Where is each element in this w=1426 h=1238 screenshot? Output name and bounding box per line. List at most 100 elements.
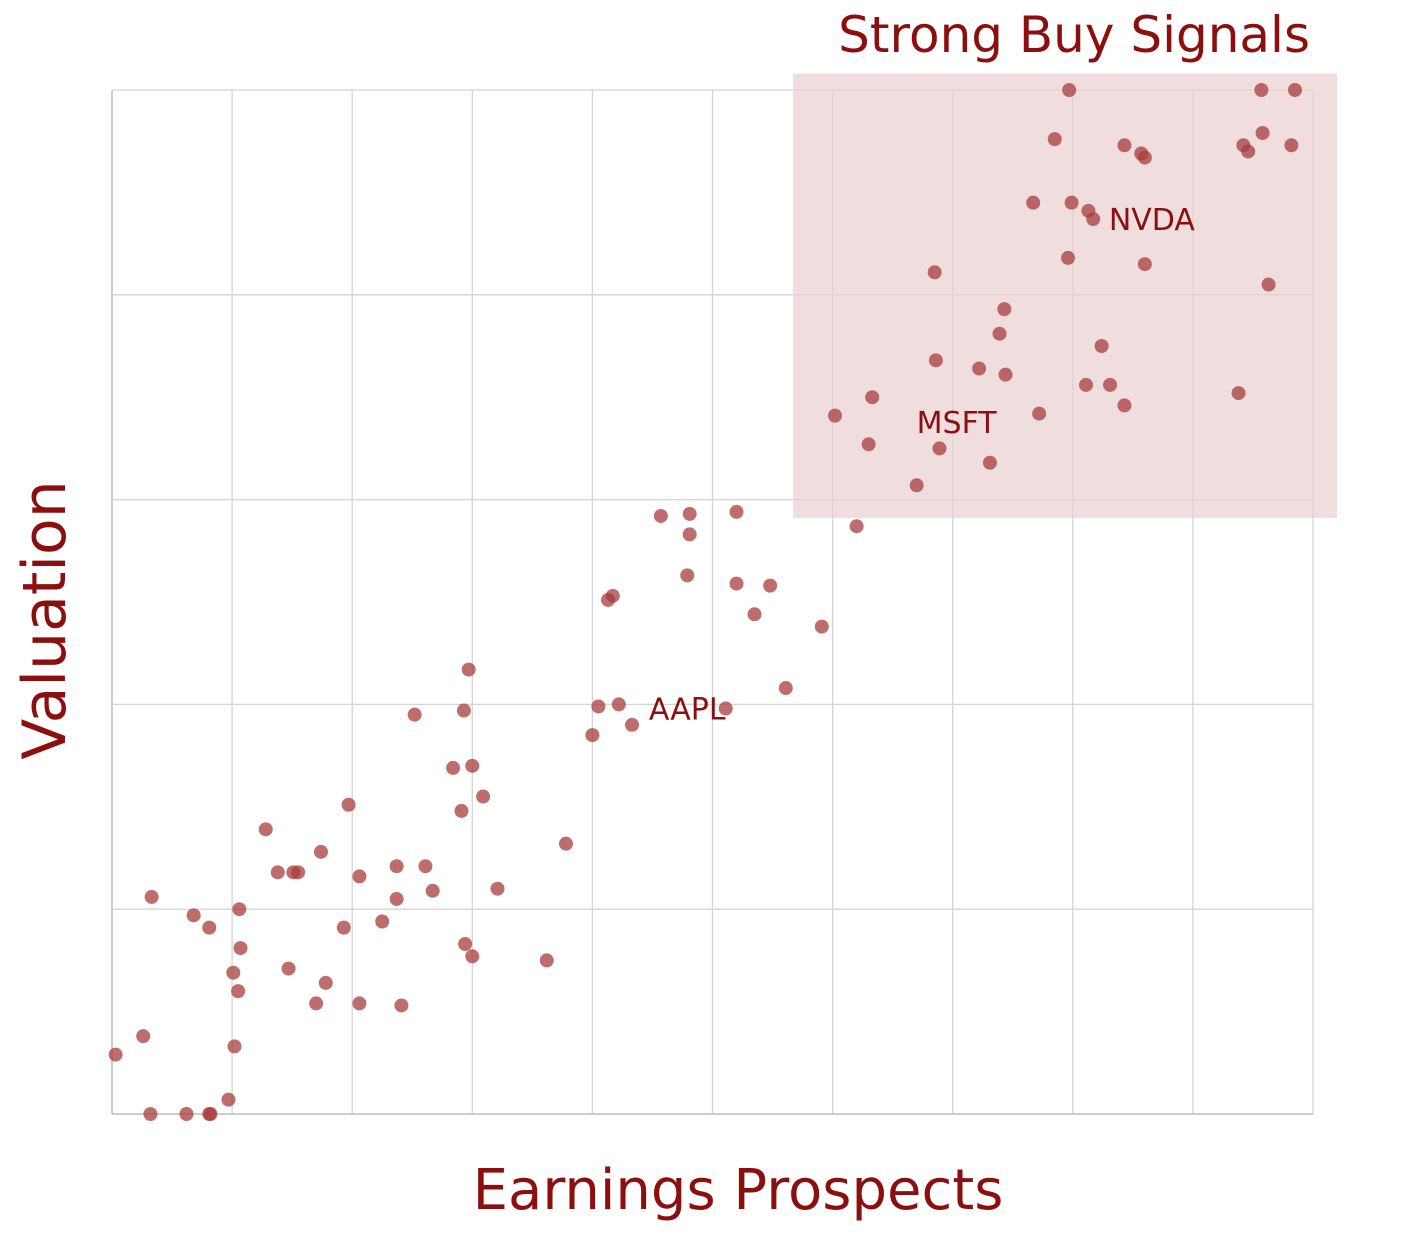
data-point [318,975,333,990]
data-point [747,607,762,622]
data-point [232,902,247,917]
data-point [446,760,461,775]
data-point [865,390,880,405]
data-point [144,889,159,904]
data-point [972,361,987,376]
data-point [1117,398,1132,413]
data-point [258,822,273,837]
annotation-label: MSFT [917,406,998,441]
data-point [1079,377,1094,392]
data-point [425,883,440,898]
data-point [591,699,606,714]
data-point [909,478,924,493]
data-point [1094,339,1109,353]
data-point [179,1107,194,1121]
data-point [928,353,943,368]
data-point [997,302,1012,317]
data-point [1231,386,1246,401]
data-point [456,703,471,718]
data-point [763,578,778,593]
data-point [226,965,241,980]
data-point [729,576,744,591]
data-point [108,1047,123,1062]
data-point [458,937,473,952]
highlight-region-label: Strong Buy Signals [838,6,1310,64]
data-point [680,568,695,583]
data-point [461,662,476,677]
data-point [682,527,697,542]
data-point [1137,150,1152,165]
data-point [1032,406,1047,421]
data-point [1047,132,1062,147]
data-point [389,891,404,906]
data-point [682,506,697,521]
data-point [352,996,367,1011]
data-point [490,881,505,896]
data-point [1255,126,1270,141]
data-point [1284,138,1299,153]
data-point [778,681,793,696]
data-point [1062,83,1077,97]
data-point [375,914,390,929]
data-point [998,367,1013,382]
data-point [476,789,491,804]
data-point [611,697,626,712]
data-point [313,844,328,859]
data-point [932,441,947,456]
data-point [625,717,640,732]
data-point [454,803,469,818]
data-point [203,1107,218,1121]
data-point [653,508,668,523]
y-axis-label: Valuation [10,480,80,760]
data-point [389,859,404,874]
data-point [828,408,843,423]
data-point [982,455,997,470]
data-point [233,941,248,956]
data-point [814,619,829,634]
data-point [1103,377,1118,392]
data-point [1137,257,1152,272]
data-point [291,865,306,880]
data-point [1064,195,1079,210]
data-point [336,920,351,935]
data-point [231,984,246,999]
data-point [418,859,433,874]
data-point [718,701,733,716]
data-point [221,1092,236,1107]
data-point [1086,212,1101,227]
highlight-region [792,73,1338,519]
data-point [352,869,367,884]
data-point [309,996,324,1011]
data-point [270,865,285,880]
data-point [186,908,201,923]
annotation-label: NVDA [1109,203,1196,238]
data-point [539,953,554,968]
annotation-label: AAPL [649,692,726,727]
data-point [1261,277,1276,292]
data-point [927,265,942,280]
data-point [1254,83,1269,97]
data-point [465,758,480,773]
data-point [394,998,409,1013]
data-point [1117,138,1132,153]
data-point [992,326,1007,341]
x-axis-label: Earnings Prospects [472,1158,1004,1223]
data-point [341,797,356,812]
data-point [136,1029,151,1044]
data-point [605,588,620,603]
data-point [465,949,480,964]
data-point [143,1107,158,1121]
data-point [407,707,422,722]
data-point [861,437,876,452]
data-point [1026,195,1041,210]
data-point [281,961,296,976]
data-point [202,920,217,935]
data-point [729,504,744,519]
data-point [849,519,864,534]
data-point [1060,250,1075,265]
data-point [227,1039,242,1054]
data-point [1287,83,1302,97]
data-point [558,836,573,851]
data-point [1241,144,1256,159]
